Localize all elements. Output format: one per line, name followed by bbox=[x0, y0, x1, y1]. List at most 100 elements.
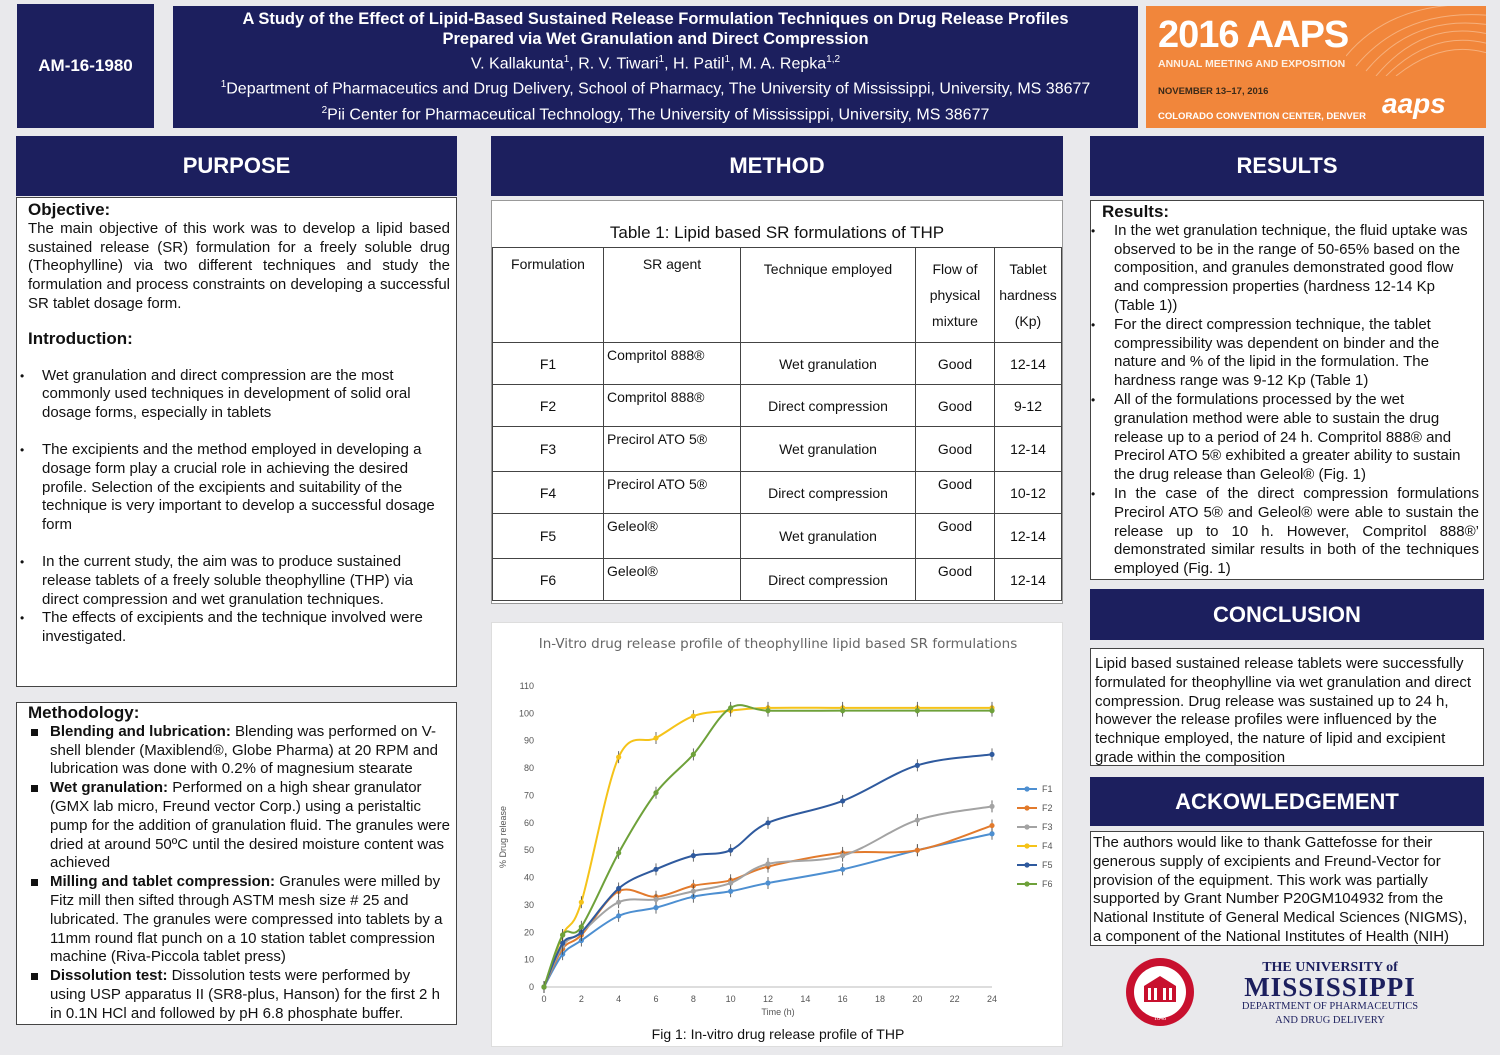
list-item: In the wet granulation technique, the fl… bbox=[1091, 222, 1479, 316]
logo-line-2: MISSISSIPPI bbox=[1244, 972, 1416, 1002]
data-point bbox=[765, 880, 771, 886]
x-tick-label: 22 bbox=[950, 994, 960, 1004]
table-row: F6 Geleol® Direct compression Good 12-14 bbox=[492, 558, 1062, 601]
table-caption: Table 1: Lipid based SR formulations of … bbox=[609, 223, 945, 242]
data-point bbox=[616, 885, 622, 892]
data-point bbox=[541, 984, 547, 990]
table-cell: 12-14 bbox=[994, 558, 1062, 601]
legend-label: F2 bbox=[1042, 803, 1053, 813]
y-tick-label: 100 bbox=[519, 708, 534, 718]
table-cell: 10-12 bbox=[994, 471, 1062, 514]
y-tick-label: 50 bbox=[524, 845, 534, 855]
data-point bbox=[653, 790, 659, 796]
title-line-2: Prepared via Wet Granulation and Direct … bbox=[442, 30, 869, 48]
table-row: F4 Precirol ATO 5® Direct compression Good 1… bbox=[492, 471, 1062, 514]
conclusion-header: CONCLUSION bbox=[1090, 589, 1484, 640]
table-row: F2 Compritol 888® Direct compression Good 9-… bbox=[492, 384, 1062, 427]
data-point bbox=[560, 940, 566, 946]
method-header: METHOD bbox=[491, 136, 1063, 196]
table-cell: Good bbox=[915, 471, 995, 514]
legend-marker bbox=[1024, 881, 1030, 887]
aaps-dates: NOVEMBER 13–17, 2016 bbox=[1158, 86, 1269, 97]
data-point bbox=[690, 853, 696, 859]
data-point bbox=[989, 751, 995, 758]
data-point bbox=[578, 899, 584, 905]
purpose-header: PURPOSE bbox=[16, 136, 457, 196]
x-tick-label: 6 bbox=[653, 994, 658, 1004]
aaps-venue: COLORADO CONVENTION CENTER, DENVER bbox=[1158, 111, 1366, 122]
series-line-f6 bbox=[543, 704, 992, 988]
purpose-panel: Objective: The main objective of this wo… bbox=[16, 197, 457, 687]
logo-line-4: AND DRUG DELIVERY bbox=[1275, 1015, 1385, 1026]
data-point bbox=[765, 820, 771, 826]
table-cell: Good bbox=[915, 384, 995, 427]
series-line-f4 bbox=[543, 706, 992, 988]
data-point bbox=[560, 932, 566, 938]
table-cell: F2 bbox=[492, 384, 604, 427]
legend-label: F4 bbox=[1042, 841, 1053, 851]
y-tick-label: 70 bbox=[524, 790, 534, 800]
affiliation-1: 1Department of Pharmaceutics and Drug De… bbox=[220, 79, 1091, 98]
table-cell: F4 bbox=[492, 471, 604, 514]
methodology-panel: Methodology: Blending and lubrication: B… bbox=[16, 702, 457, 1025]
data-point bbox=[653, 735, 659, 741]
legend-label: F5 bbox=[1042, 860, 1053, 870]
university-logo: 1848 THE UNIVERSITY of MISSISSIPPI DEPAR… bbox=[1124, 956, 1454, 1031]
y-tick-label: 20 bbox=[524, 927, 534, 937]
acknowledgement-text: The authors would like to thank Gattefos… bbox=[1090, 831, 1484, 946]
aaps-logo: aaps bbox=[1382, 88, 1446, 119]
data-point bbox=[989, 822, 995, 829]
chart-title: In-Vitro drug release profile of theophy… bbox=[539, 636, 1018, 652]
column-header: Flow of physical mixture bbox=[915, 247, 995, 343]
list-item: Dissolution test: Dissolution tests were… bbox=[28, 967, 450, 1023]
y-tick-label: 10 bbox=[524, 955, 534, 965]
data-point bbox=[616, 754, 622, 760]
author: H. Patil bbox=[672, 55, 725, 73]
data-point bbox=[840, 853, 846, 859]
column-header: Technique employed bbox=[740, 247, 916, 343]
authors: V. Kallakunta1, R. V. Tiwari1, H. Patil1… bbox=[470, 54, 841, 73]
author: R. V. Tiwari bbox=[578, 55, 659, 73]
affiliation-2: 2Pii Center for Pharmaceutical Technolog… bbox=[321, 104, 990, 123]
list-item: In the current study, the aim was to pro… bbox=[20, 553, 450, 609]
table-cell: Geleol® bbox=[603, 513, 741, 559]
drug-release-chart: In-Vitro drug release profile of theophy… bbox=[498, 636, 1053, 1017]
table-cell: F5 bbox=[492, 513, 604, 559]
list-item: For the direct compression technique, th… bbox=[1091, 316, 1479, 391]
data-point bbox=[616, 899, 622, 905]
table-cell: F3 bbox=[492, 426, 604, 472]
x-tick-label: 18 bbox=[875, 994, 885, 1004]
conclusion-text: Lipid based sustained release tablets we… bbox=[1090, 648, 1484, 766]
x-tick-label: 2 bbox=[579, 994, 584, 1004]
introduction-list: Wet granulation and direct compression a… bbox=[20, 367, 450, 647]
table-header-row: Formulation SR agent Technique employed … bbox=[492, 247, 1062, 343]
swirl-decoration-icon bbox=[1346, 6, 1486, 76]
table-cell: 12-14 bbox=[994, 513, 1062, 559]
data-point bbox=[653, 896, 659, 903]
list-item: The excipients and the method employed i… bbox=[20, 441, 450, 535]
y-tick-label: 110 bbox=[520, 681, 534, 691]
title-line-1: A Study of the Effect of Lipid-Based Sus… bbox=[242, 10, 1069, 28]
data-point bbox=[616, 850, 622, 856]
legend-marker bbox=[1024, 786, 1030, 792]
data-point bbox=[989, 803, 995, 809]
university-seal-icon bbox=[1126, 958, 1194, 1026]
table-cell: Wet granulation bbox=[740, 342, 916, 385]
results-list: In the wet granulation technique, the fl… bbox=[1091, 222, 1479, 579]
table-cell: Wet granulation bbox=[740, 426, 916, 472]
table-cell: Geleol® bbox=[603, 558, 741, 601]
acknowledgement-header: ACKOWLEDGEMENT bbox=[1090, 777, 1484, 826]
data-point bbox=[989, 831, 995, 837]
data-point bbox=[989, 708, 995, 714]
table-cell: 12-14 bbox=[994, 426, 1062, 472]
data-point bbox=[616, 913, 622, 919]
figure-panel: In-Vitro drug release profile of theophy… bbox=[491, 622, 1063, 1047]
table-cell: Compritol 888® bbox=[603, 384, 741, 427]
legend-marker bbox=[1024, 824, 1030, 830]
x-tick-label: 10 bbox=[726, 994, 736, 1004]
data-point bbox=[653, 866, 659, 872]
author: M. A. Repka bbox=[739, 55, 827, 73]
table-cell: Good bbox=[915, 426, 995, 472]
formulation-table: Formulation SR agent Technique employed … bbox=[492, 247, 1062, 601]
aaps-title: 2016 AAPS bbox=[1158, 14, 1349, 56]
